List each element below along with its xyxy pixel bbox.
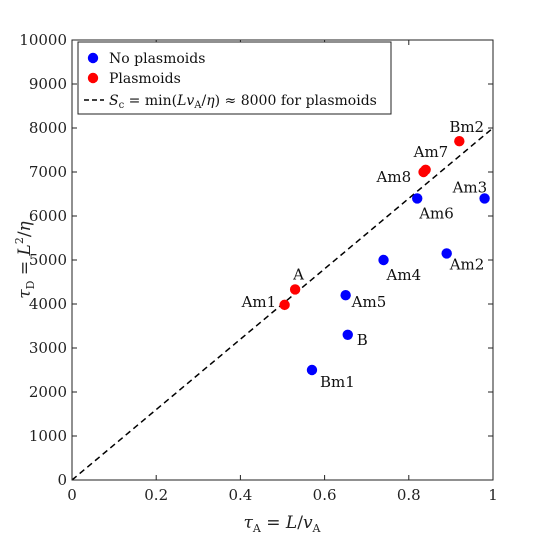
- legend-label-no-plasmoids: No plasmoids: [109, 51, 205, 67]
- x-tick-label: 0.6: [313, 486, 337, 504]
- data-point-bm1: [306, 364, 318, 376]
- data-point-am4: [378, 254, 389, 266]
- y-tick-label: 2000: [29, 383, 67, 401]
- legend-marker-plasmoids: [87, 72, 99, 84]
- data-point-am1: [279, 299, 290, 311]
- legend-marker-no-plasmoids: [87, 52, 99, 64]
- data-point-bm2: [454, 136, 465, 147]
- legend-label-plasmoids: Plasmoids: [109, 71, 181, 87]
- point-label-am8: Am8: [376, 168, 412, 186]
- y-tick-label: 9000: [29, 75, 67, 93]
- data-point-am2: [441, 248, 452, 259]
- point-label-am6: Am6: [418, 204, 454, 222]
- point-label-bm2: Bm2: [449, 118, 484, 136]
- y-tick-label: 1000: [29, 427, 67, 445]
- data-point-am8: [418, 166, 429, 178]
- y-axis-label: τD = L2/η: [13, 220, 37, 298]
- point-label-a: A: [292, 265, 304, 283]
- legend-label-reference-line: Sc = min(LvA/η) ≈ 8000 for plasmoids: [109, 93, 377, 111]
- data-point-am5: [340, 290, 351, 301]
- data-point-b: [342, 329, 353, 340]
- y-tick-label: 0: [57, 471, 67, 489]
- point-label-b: B: [357, 331, 368, 349]
- point-label-am3: Am3: [452, 178, 488, 196]
- x-tick-label: 0.4: [228, 486, 252, 504]
- data-point-am6: [412, 193, 423, 204]
- x-tick-label: 0: [67, 486, 77, 504]
- point-label-am4: Am4: [386, 266, 422, 284]
- point-label-am5: Am5: [351, 293, 387, 311]
- x-axis-label: τA = L/vA: [243, 513, 321, 535]
- data-point-am3: [479, 193, 490, 204]
- x-tick-label: 0.2: [144, 486, 168, 504]
- x-tick-label: 0.8: [397, 486, 421, 504]
- x-tick-label: 1: [488, 486, 498, 504]
- point-label-am2: Am2: [449, 255, 485, 273]
- y-tick-label: 4000: [29, 295, 67, 313]
- y-tick-label: 5000: [29, 251, 67, 269]
- data-point-a: [289, 284, 301, 295]
- y-tick-label: 8000: [29, 119, 67, 137]
- point-label-am1: Am1: [241, 293, 277, 311]
- y-tick-label: 7000: [29, 163, 67, 181]
- y-tick-label: 6000: [29, 207, 67, 225]
- y-tick-label: 10000: [19, 31, 67, 49]
- point-label-am7: Am7: [413, 143, 449, 161]
- y-tick-label: 3000: [29, 339, 67, 357]
- point-label-bm1: Bm1: [320, 373, 355, 391]
- legend: No plasmoids Plasmoids Sc = min(LvA/η) ≈…: [77, 41, 392, 115]
- ticks-layer: 0 0.2 0.4 0.6 0.8 1 0 1000 2000 3000 4000 5000 6000 7…: [19, 31, 497, 504]
- legend-box: [77, 41, 392, 115]
